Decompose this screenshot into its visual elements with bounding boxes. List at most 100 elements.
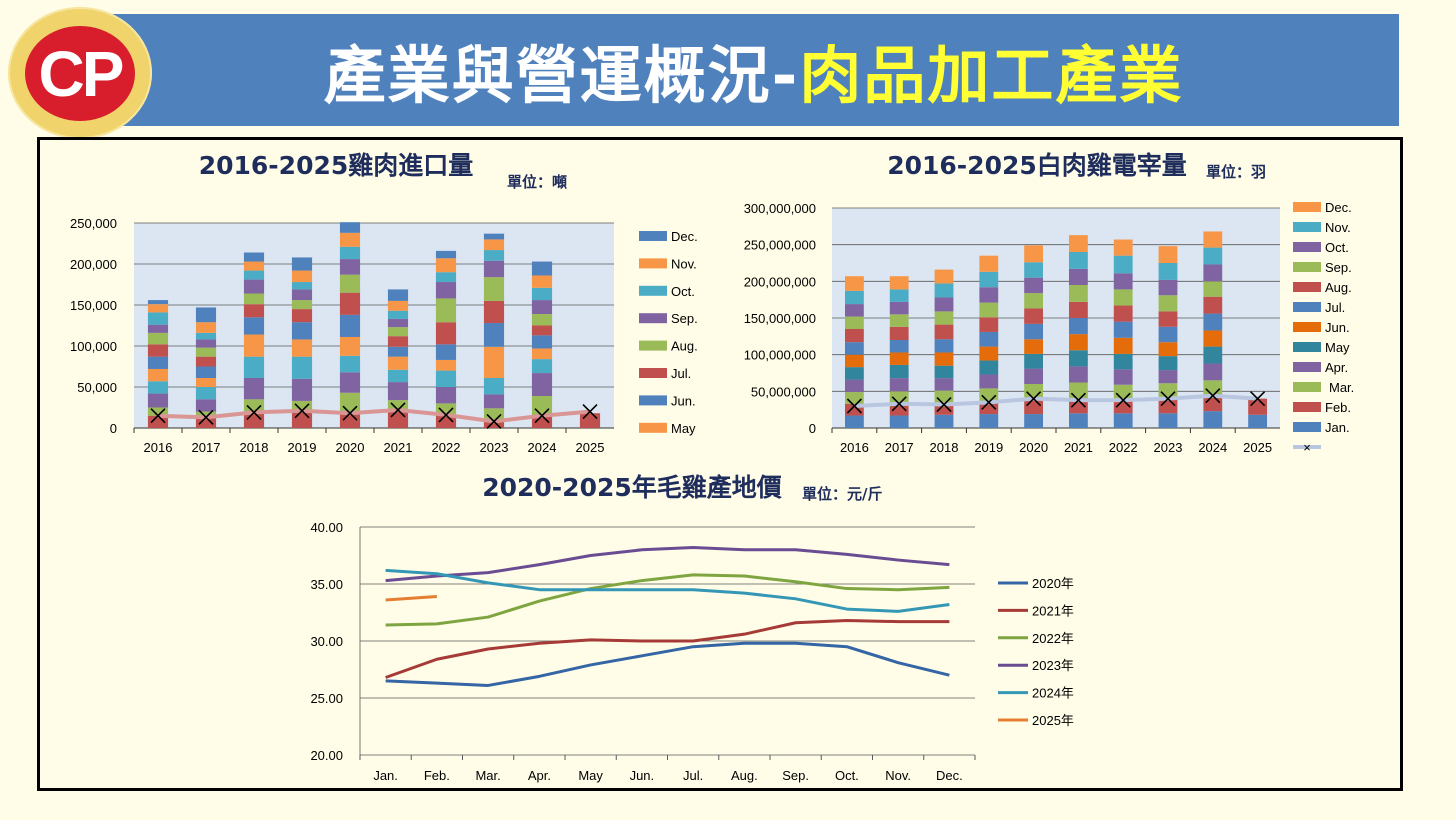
chart1-bar-jul [483, 300, 505, 324]
chart2-bar-sep [1113, 289, 1133, 306]
chart2-bar-dec [979, 255, 999, 272]
chart2-bar-may [934, 365, 954, 379]
chart1-bar-jan [435, 414, 457, 428]
chart1-bar-aug [147, 332, 169, 345]
chart2-bar-jun [979, 346, 999, 361]
chart1-bar-may [387, 356, 409, 370]
chart1-bar-jul [531, 325, 553, 336]
chart1-bar-dec [195, 307, 217, 323]
chart2-bar-jan [889, 415, 909, 428]
chart1-bar-apr [147, 381, 169, 394]
chart2-legend-swatch [1293, 262, 1321, 272]
chart1-bar-apr [531, 359, 553, 374]
chart1-bar-mar [531, 373, 553, 397]
chart2-bar-jan [1024, 414, 1044, 428]
chart1-bar-jun [243, 317, 265, 335]
cp-logo: CP [8, 7, 152, 139]
chart1-x-tick-label: 2016 [144, 440, 173, 455]
chart1-bar-nov [339, 232, 361, 247]
chart1-bar-apr [483, 377, 505, 395]
chart2-bar-jun [934, 352, 954, 366]
chart2-y-tick-label: 50,000,000 [751, 384, 816, 399]
chart3-x-tick-label: Jan. [373, 768, 398, 783]
chart2-y-tick-label: 200,000,000 [744, 274, 816, 289]
chart1-bar-oct [243, 270, 265, 280]
chart1-bar-nov [483, 239, 505, 251]
chart1-x-tick-label: 2025 [576, 440, 605, 455]
chart3-y-tick-label: 20.00 [310, 748, 343, 763]
chart2-bar-nov [889, 289, 909, 302]
chart1-bar-nov [531, 275, 553, 288]
chart2-x-tick-label: 2019 [974, 440, 1003, 455]
chart3-legend-label: 2020年 [1032, 576, 1074, 591]
chart2-bar-oct [1113, 273, 1133, 290]
chart2-bar-may [1113, 353, 1133, 370]
chart2-legend-swatch [1293, 282, 1321, 292]
chart1-bar-jun [435, 344, 457, 360]
chart1-bar-feb [243, 399, 265, 414]
chart1-legend-label: May [671, 421, 696, 436]
chart2-legend-label: Mar. [1329, 380, 1354, 395]
chart2-bar-dec [889, 276, 909, 290]
chart2-trend-marker [846, 398, 862, 414]
chart1-bar-sep [435, 282, 457, 299]
chart1-bar-mar [387, 382, 409, 401]
chart2-bar-mar [934, 390, 954, 403]
chart2-bar-jun [1113, 337, 1133, 354]
chart2-x-tick-label: 2024 [1198, 440, 1227, 455]
chart2-bar-dec [1113, 239, 1133, 256]
cp-logo-text: CP [38, 37, 125, 110]
header-bar [108, 14, 1399, 126]
chart2-bar-mar [979, 388, 999, 401]
chart1-legend-swatch [639, 395, 667, 406]
chart1-x-tick-label: 2023 [480, 440, 509, 455]
chart1-bar-nov [291, 270, 313, 283]
chart1-bar-sep [291, 289, 313, 301]
chart1-bar-apr [435, 370, 457, 387]
chart1-bar-dec [147, 300, 169, 305]
chart1-legend-label: Dec. [671, 229, 698, 244]
chart3-x-tick-label: Nov. [885, 768, 911, 783]
chart2-legend-label: Apr. [1325, 360, 1348, 375]
chart2-bar-jul [1113, 321, 1133, 338]
chart2-y-tick-label: 150,000,000 [744, 311, 816, 326]
chart2-bar-dec [844, 276, 864, 291]
chart2-bar-oct [1158, 279, 1178, 296]
chart1-bar-aug [195, 347, 217, 357]
chart2-bar-jan [934, 414, 954, 428]
chart1-bar-jun [483, 323, 505, 347]
chart1-bar-feb [387, 400, 409, 410]
cp-logo-badge: CP [25, 26, 135, 121]
chart3-legend-label: 2021年 [1032, 603, 1074, 618]
chart1-bar-may [291, 339, 313, 357]
chart1-legend-label: Oct. [671, 284, 695, 299]
chart2-bar-oct [889, 301, 909, 315]
chart2-bar-jan [844, 415, 864, 428]
chart2-legend-label: Jul. [1325, 300, 1345, 315]
chart2-bar-mar [889, 391, 909, 404]
chart2-legend-swatch [1293, 362, 1321, 372]
chart1-x-tick-label: 2022 [432, 440, 461, 455]
chart1-trend-marker [294, 403, 310, 419]
chart1-bar-jul [291, 309, 313, 323]
chart2-bar-nov [1203, 247, 1223, 265]
chart2-bar-jul [1024, 323, 1044, 340]
chart1-trend-marker [486, 413, 502, 430]
chart2-trend-marker [1070, 392, 1086, 408]
chart1-bar-mar [435, 387, 457, 404]
chart1-bar-jun [147, 356, 169, 369]
chart1-bar-jun [291, 322, 313, 340]
chart2-bar-nov [1068, 252, 1088, 269]
chart1-bar-jun [387, 346, 409, 357]
chart1-bar-mar [291, 378, 313, 401]
chart3-series-2024年 [385, 568, 950, 613]
chart1-bar-feb [195, 411, 217, 419]
chart2-bar-may [1158, 356, 1178, 371]
chart3-x-tick-label: Sep. [782, 768, 809, 783]
chart2-bar-oct [1024, 277, 1044, 294]
chart3-x-tick-label: Jun. [630, 768, 655, 783]
chart2-legend-label: Jun. [1325, 320, 1350, 335]
title-highlight: 肉品加工產業 [799, 39, 1184, 112]
chart1-bar-jul [243, 304, 265, 318]
chart2-bar-sep [1203, 281, 1223, 297]
